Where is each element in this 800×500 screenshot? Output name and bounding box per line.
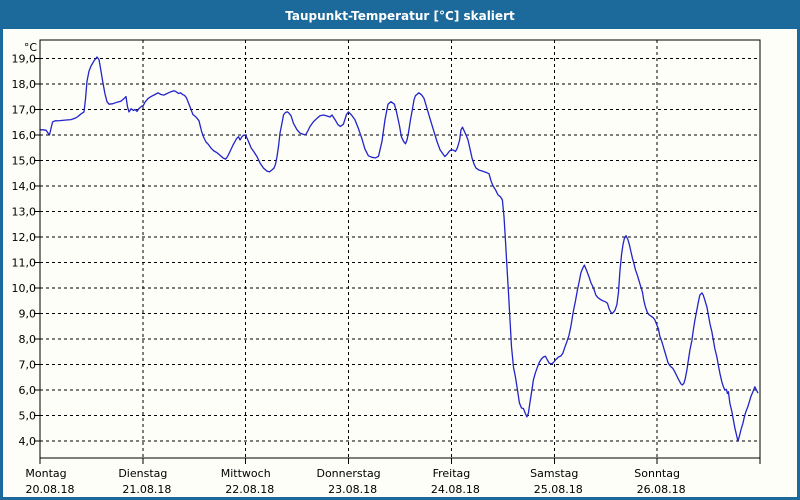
x-day-date: 21.08.18 (122, 483, 171, 496)
y-tick-label: 11,0 (12, 257, 37, 270)
y-tick-label: 13,0 (12, 205, 37, 218)
x-day-date: 24.08.18 (431, 483, 480, 496)
y-tick-label: 5,0 (19, 410, 37, 423)
x-day-date: 25.08.18 (534, 483, 583, 496)
y-tick-label: 14,0 (12, 180, 37, 193)
x-day-name: Mittwoch (221, 467, 271, 480)
x-day-name: Sonntag (634, 467, 680, 480)
x-day-name: Donnerstag (316, 467, 380, 480)
x-day-date: 23.08.18 (328, 483, 377, 496)
y-tick-label: 18,0 (12, 78, 37, 91)
y-tick-label: 12,0 (12, 231, 37, 244)
y-tick-label: 7,0 (19, 359, 37, 372)
y-tick-label: 16,0 (12, 129, 37, 142)
x-day-name: Freitag (433, 467, 471, 480)
plot-area: 19,0 18,0 17,0 16,0 15,0 14,0 13,0 12,0 11,0 10,0… (12, 40, 761, 496)
y-tick-label: 4,0 (19, 435, 37, 448)
y-tick-label: 9,0 (19, 308, 37, 321)
x-day-name: Samstag (530, 467, 578, 480)
y-tick-label: 19,0 (12, 52, 37, 65)
x-day-name: Dienstag (118, 467, 167, 480)
x-day-date: 20.08.18 (26, 483, 75, 496)
y-tick-label: 8,0 (19, 333, 37, 346)
x-day-name: Montag (25, 467, 66, 480)
plot-frame (39, 39, 761, 459)
y-axis-unit-label: °C (24, 41, 38, 54)
temperature-line (39, 56, 759, 442)
y-tick-label: 15,0 (12, 154, 37, 167)
y-tick-label: 6,0 (19, 384, 37, 397)
x-day-date: 26.08.18 (637, 483, 686, 496)
window-border-right (797, 29, 800, 500)
y-tick-label: 17,0 (12, 103, 37, 116)
y-tick-label: 10,0 (12, 282, 37, 295)
window-border-bottom (0, 497, 800, 500)
x-day-date: 22.08.18 (225, 483, 274, 496)
window-border-left (0, 29, 3, 500)
title-bar (0, 0, 800, 29)
window-title: Taupunkt-Temperatur [°C] skaliert (285, 9, 515, 23)
